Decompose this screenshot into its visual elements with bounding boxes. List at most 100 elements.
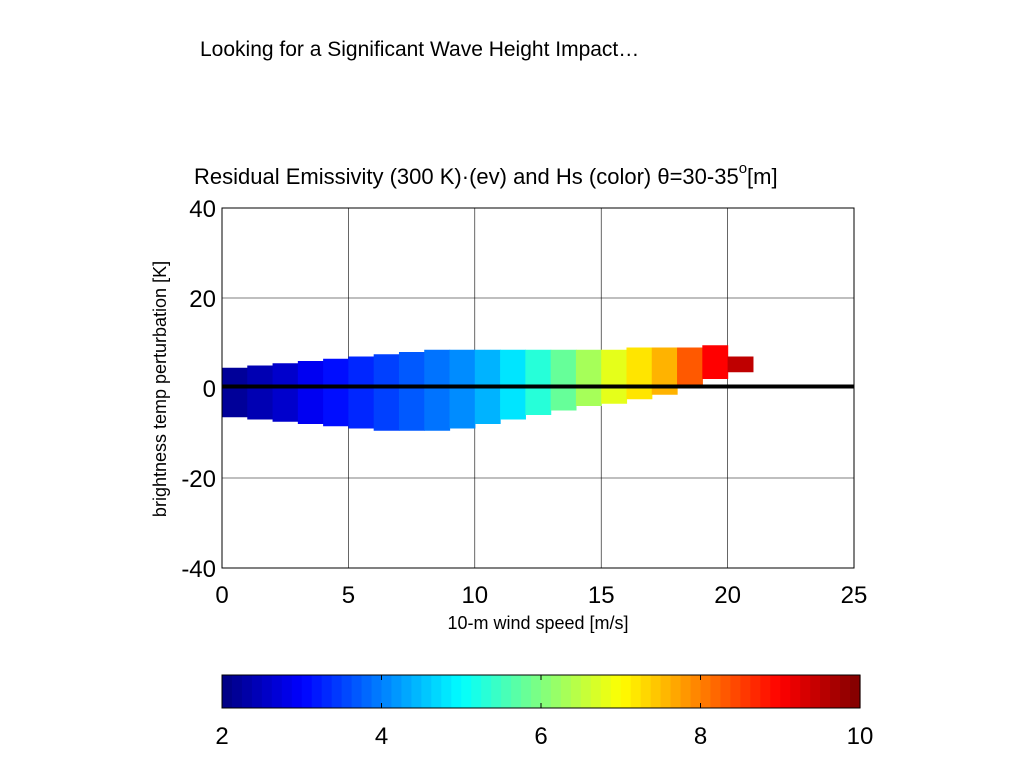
plot-frame xyxy=(221,207,855,569)
colorbar-tick-label: 10 xyxy=(847,723,874,750)
colorbar-segment xyxy=(371,675,383,708)
colorbar-tick-label: 2 xyxy=(215,723,228,750)
colorbar-segment xyxy=(461,675,472,708)
colorbar-segment xyxy=(431,675,442,708)
x-tick-label: 10 xyxy=(461,582,488,609)
data-column xyxy=(550,349,577,411)
colorbar-segment xyxy=(590,675,602,708)
slide-title: Looking for a Significant Wave Height Im… xyxy=(200,38,640,61)
colorbar-segment xyxy=(271,675,283,708)
x-tick-label: 5 xyxy=(342,582,355,609)
colorbar-segment xyxy=(610,675,622,708)
colorbar-segment xyxy=(381,675,393,708)
colorbar-segment xyxy=(730,675,741,708)
colorbar-tick-label: 4 xyxy=(375,723,388,750)
colorbar-segment xyxy=(361,675,373,708)
colorbar-segment xyxy=(750,675,761,708)
colorbar-segment xyxy=(570,675,582,708)
colorbar-segment xyxy=(291,675,303,708)
colorbar-segment xyxy=(321,675,333,708)
data-envelope xyxy=(222,345,754,431)
y-tick-label: 20 xyxy=(189,286,216,313)
colorbar-segment xyxy=(341,675,353,708)
colorbar-segment xyxy=(451,675,462,708)
colorbar-segment xyxy=(501,675,512,708)
colorbar-segment xyxy=(251,675,263,708)
colorbar-segment xyxy=(531,675,542,708)
colorbar-segment xyxy=(850,675,861,708)
colorbar-segment xyxy=(710,675,722,708)
colorbar-segment xyxy=(760,675,771,708)
data-column xyxy=(601,349,628,404)
data-column xyxy=(272,363,299,422)
colorbar-segment xyxy=(800,675,811,708)
y-tick-label: 0 xyxy=(203,376,216,403)
chart-title-main: Residual Emissivity (300 K)·(ev) and Hs … xyxy=(194,164,739,189)
data-column xyxy=(424,349,451,431)
x-tick-labels: 0 5 10 15 20 25 xyxy=(215,582,867,609)
colorbar-segment xyxy=(580,675,592,708)
colorbar-segment xyxy=(241,675,253,708)
y-tick-label: 40 xyxy=(189,196,216,223)
y-tick-label: -20 xyxy=(181,466,216,493)
x-tick-label: 20 xyxy=(714,582,741,609)
colorbar-segment xyxy=(231,675,243,708)
colorbar-segment xyxy=(630,675,642,708)
colorbar-segment xyxy=(401,675,413,708)
colorbar-tick-label: 6 xyxy=(534,723,547,750)
colorbar-segment xyxy=(780,675,791,708)
y-tick-label: -40 xyxy=(181,556,216,583)
colorbar-segment xyxy=(600,675,612,708)
colorbar-segment xyxy=(331,675,343,708)
data-column xyxy=(677,347,703,388)
chart-title: Residual Emissivity (300 K)·(ev) and Hs … xyxy=(194,160,778,189)
colorbar xyxy=(221,674,861,709)
colorbar-segment xyxy=(660,675,672,708)
colorbar-segment xyxy=(491,675,502,708)
colorbar-segment xyxy=(301,675,313,708)
colorbar-segment xyxy=(411,675,422,708)
colorbar-segment xyxy=(740,675,751,708)
data-column xyxy=(247,365,274,420)
colorbar-segment xyxy=(421,675,432,708)
colorbar-segment xyxy=(680,675,692,708)
colorbar-segment xyxy=(650,675,662,708)
colorbar-segment xyxy=(830,675,841,708)
colorbar-segment xyxy=(511,675,522,708)
colorbar-segment xyxy=(640,675,652,708)
data-column xyxy=(702,345,729,379)
colorbar-segment xyxy=(690,675,702,708)
data-column xyxy=(525,349,552,415)
data-column xyxy=(398,352,425,431)
colorbar-segment xyxy=(281,675,293,708)
x-tick-label: 15 xyxy=(588,582,615,609)
colorbar-segment xyxy=(521,675,532,708)
y-axis-label: brightness temp perturbation [K] xyxy=(150,261,170,517)
colorbar-segment xyxy=(311,675,323,708)
colorbar-segment xyxy=(441,675,452,708)
data-column xyxy=(626,347,653,400)
colorbar-segment xyxy=(790,675,801,708)
colorbar-segment xyxy=(820,675,831,708)
colorbar-segment xyxy=(560,675,572,708)
colorbar-segment xyxy=(261,675,273,708)
data-column xyxy=(297,361,324,424)
data-column xyxy=(727,356,754,373)
colorbar-segment xyxy=(840,675,851,708)
colorbar-segment xyxy=(541,675,552,708)
data-column xyxy=(222,367,248,418)
chart-title-degree: o xyxy=(739,160,747,177)
colorbar-segment xyxy=(770,675,781,708)
colorbar-segment xyxy=(550,675,562,708)
colorbar-segment xyxy=(222,675,233,708)
colorbar-segment xyxy=(351,675,363,708)
x-tick-label: 25 xyxy=(841,582,868,609)
colorbar-segment xyxy=(481,675,492,708)
colorbar-tick-labels: 2 4 6 8 10 xyxy=(215,675,873,750)
data-column xyxy=(449,349,476,429)
x-axis-label: 10-m wind speed [m/s] xyxy=(447,613,628,633)
colorbar-segment xyxy=(670,675,682,708)
colorbar-segment xyxy=(720,675,732,708)
colorbar-segment xyxy=(391,675,403,708)
x-tick-label: 0 xyxy=(215,582,228,609)
